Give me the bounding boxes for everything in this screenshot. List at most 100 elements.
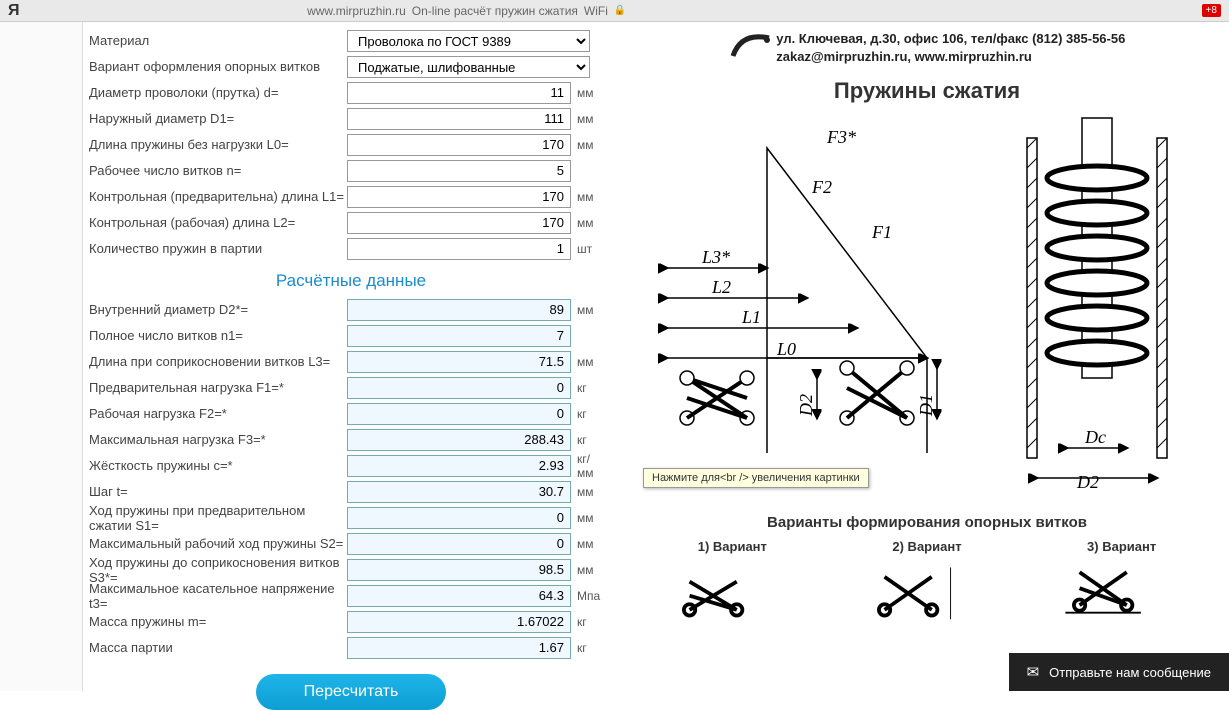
variant-2-label: 2) Вариант (892, 539, 961, 554)
D2-output (347, 299, 571, 321)
mp-output (347, 637, 571, 659)
notification-badge: +8 (1202, 4, 1221, 17)
image-tooltip: Нажмите для<br /> увеличения картинки (643, 468, 869, 488)
L3-unit: мм (571, 355, 601, 369)
svg-text:L3*: L3* (701, 247, 730, 267)
variant-1-label: 1) Вариант (698, 539, 767, 554)
L3-output (347, 351, 571, 373)
S1-unit: мм (571, 511, 601, 525)
S2-unit: мм (571, 537, 601, 551)
L2-label: Контрольная (рабочая) длина L2= (89, 215, 347, 230)
L0-unit: мм (571, 138, 601, 152)
svg-text:L0: L0 (776, 339, 796, 359)
t-unit: мм (571, 485, 601, 499)
qty-input[interactable] (347, 238, 571, 260)
t3-output (347, 585, 571, 607)
S2-output (347, 533, 571, 555)
material-label: Материал (89, 33, 347, 48)
L2-input[interactable] (347, 212, 571, 234)
wifi-label: WiFi (584, 4, 608, 18)
variants-title: Варианты формирования опорных витков (635, 514, 1219, 531)
logo-icon (729, 26, 773, 70)
n1-output (347, 325, 571, 347)
qty-label: Количество пружин в партии (89, 241, 347, 256)
D1-input[interactable] (347, 108, 571, 130)
F3-output (347, 429, 571, 451)
L3-label: Длина при соприкосновении витков L3= (89, 354, 347, 369)
chat-widget[interactable]: ✉ Отправьте нам сообщение (1009, 653, 1229, 691)
n-label: Рабочее число витков n= (89, 163, 347, 178)
spring-diagram-title: Пружины сжатия (635, 78, 1219, 104)
svg-text:F3*: F3* (826, 127, 856, 147)
L0-label: Длина пружины без нагрузки L0= (89, 137, 347, 152)
F1-unit: кг (571, 381, 601, 395)
D1-unit: мм (571, 112, 601, 126)
F2-output (347, 403, 571, 425)
mp-label: Масса партии (89, 640, 347, 655)
L1-label: Контрольная (предварительна) длина L1= (89, 189, 347, 204)
F1-output (347, 377, 571, 399)
m-unit: кг (571, 615, 601, 629)
L1-input[interactable] (347, 186, 571, 208)
mp-unit: кг (571, 641, 601, 655)
svg-text:F2: F2 (811, 177, 832, 197)
calc-section-title: Расчётные данные (89, 271, 613, 291)
variants-thumbnails (635, 558, 1219, 624)
F3-label: Максимальная нагрузка F3=* (89, 432, 347, 447)
input-form: Материал Проволока по ГОСТ 9389 Вариант … (83, 22, 625, 691)
contact-line1: ул. Ключевая, д.30, офис 106, тел/факс (… (776, 30, 1125, 48)
D2-label: Внутренний диаметр D2*= (89, 302, 347, 317)
d-unit: мм (571, 86, 601, 100)
material-select[interactable]: Проволока по ГОСТ 9389 (347, 30, 590, 52)
c-unit: кг/мм (571, 452, 601, 480)
contact-line2: zakaz@mirpruzhin.ru, www.mirpruzhin.ru (776, 48, 1125, 66)
L1-unit: мм (571, 190, 601, 204)
S2-label: Максимальный рабочий ход пружины S2= (89, 536, 347, 551)
svg-text:F1: F1 (871, 222, 892, 242)
svg-text:Dc: Dc (1084, 427, 1106, 447)
F2-label: Рабочая нагрузка F2=* (89, 406, 347, 421)
t-label: Шаг t= (89, 484, 347, 499)
page-url: www.mirpruzhin.ru (307, 4, 406, 18)
page-title-bar: On-line расчёт пружин сжатия (412, 4, 578, 18)
contact-block: ул. Ключевая, д.30, офис 106, тел/факс (… (635, 26, 1219, 70)
lock-icon: 🔒 (614, 5, 626, 16)
t-output (347, 481, 571, 503)
yandex-logo: Я (8, 2, 20, 20)
coil-variant-label: Вариант оформления опорных витков (89, 59, 347, 74)
envelope-icon: ✉ (1027, 663, 1040, 681)
F2-unit: кг (571, 407, 601, 421)
coil-variant-select[interactable]: Поджатые, шлифованные (347, 56, 590, 78)
variant-3-label: 3) Вариант (1087, 539, 1156, 554)
left-margin (0, 22, 83, 691)
F1-label: Предварительная нагрузка F1=* (89, 380, 347, 395)
d-input[interactable] (347, 82, 571, 104)
svg-text:D2: D2 (796, 394, 816, 417)
t3-unit: Мпа (571, 589, 601, 603)
S3-output (347, 559, 571, 581)
svg-text:L2: L2 (711, 277, 731, 297)
svg-text:D1: D1 (916, 394, 936, 417)
S3-unit: мм (571, 563, 601, 577)
L2-unit: мм (571, 216, 601, 230)
diagram-panel: ул. Ключевая, д.30, офис 106, тел/факс (… (625, 22, 1229, 691)
m-output (347, 611, 571, 633)
L0-input[interactable] (347, 134, 571, 156)
n-input[interactable] (347, 160, 571, 182)
browser-topbar: Я www.mirpruzhin.ru On-line расчёт пружи… (0, 0, 1229, 22)
S1-label: Ход пружины при предварительном сжатии S… (89, 503, 347, 533)
c-label: Жёсткость пружины c=* (89, 458, 347, 473)
F3-unit: кг (571, 433, 601, 447)
svg-text:L1: L1 (741, 307, 761, 327)
m-label: Масса пружины m= (89, 614, 347, 629)
chat-label: Отправьте нам сообщение (1049, 665, 1211, 680)
n1-label: Полное число витков n1= (89, 328, 347, 343)
S1-output (347, 507, 571, 529)
qty-unit: шт (571, 242, 601, 256)
svg-text:D2: D2 (1076, 472, 1099, 492)
t3-label: Максимальное касательное напряжение t3= (89, 581, 347, 611)
D2-unit: мм (571, 303, 601, 317)
recalculate-button[interactable]: Пересчитать (256, 674, 446, 710)
c-output (347, 455, 571, 477)
spring-diagram[interactable]: F3* F2 F1 L3* L2 L1 L0 D2 D1 Dc D2 Нажми… (635, 108, 1219, 508)
